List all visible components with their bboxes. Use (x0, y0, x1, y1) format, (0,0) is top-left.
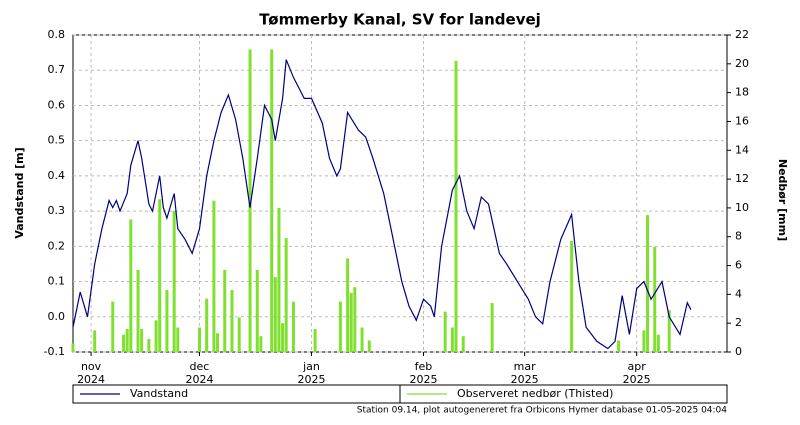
precip-bar (273, 277, 277, 352)
legend-label: Observeret nedbør (Thisted) (457, 387, 613, 400)
precip-bar (230, 290, 234, 352)
precip-bar (158, 199, 162, 352)
precip-bar (646, 215, 650, 352)
precip-bar (454, 60, 458, 352)
precip-bar (653, 246, 657, 352)
water-level-line (72, 59, 692, 350)
y2-tick-label: 10 (735, 201, 749, 214)
y-tick-label: -0.1 (44, 345, 65, 358)
precip-bar (93, 330, 97, 352)
precip-bar (212, 200, 216, 352)
precip-bar (284, 238, 288, 352)
plot-area (72, 34, 728, 353)
precip-bar (291, 301, 295, 352)
precip-bar (443, 311, 447, 352)
precip-bar (165, 290, 169, 352)
footer: Station 09.14, plot autogenereret fra Or… (357, 406, 728, 416)
y-tick-label: 0.7 (48, 63, 66, 76)
y-tick-label: 0.0 (48, 310, 66, 323)
precip-bar (656, 334, 660, 352)
precip-bar (237, 317, 241, 352)
y2-tick-label: 6 (735, 259, 742, 272)
precip-bar (205, 298, 209, 352)
y2-tick-label: 22 (735, 28, 749, 41)
x-tick-label: feb 2025 (409, 360, 438, 386)
x-tick-label: apr 2025 (622, 360, 651, 386)
y-axis-label: Vandstand [m] (13, 147, 26, 238)
precip-bar (346, 258, 350, 352)
y2-tick-label: 20 (735, 57, 749, 70)
precip-bar (248, 49, 252, 353)
precip-bar (255, 269, 259, 352)
precip-bar (140, 328, 144, 352)
precip-bar (71, 343, 75, 352)
x-tick-label: nov 2024 (77, 360, 106, 386)
precip-bar (367, 340, 371, 352)
precip-bar (570, 241, 574, 352)
y-tick-label: 0.6 (48, 98, 66, 111)
precip-bar (277, 207, 281, 352)
precip-bar (122, 334, 126, 352)
y-tick-label: 0.5 (48, 134, 66, 147)
precip-bar (154, 320, 158, 352)
precip-bar (172, 210, 176, 352)
precip-bar (349, 292, 353, 352)
precip-bar (216, 333, 220, 352)
precip-bar (450, 327, 454, 352)
precip-bar (490, 303, 494, 352)
y-tick-label: 0.3 (48, 204, 66, 217)
y2-tick-label: 2 (735, 316, 742, 329)
y2-tick-label: 18 (735, 86, 749, 99)
precip-bar (125, 328, 129, 352)
y-tick-label: 0.1 (48, 275, 66, 288)
precip-bar (461, 336, 465, 352)
y2-tick-label: 16 (735, 114, 749, 127)
precip-bar (313, 328, 317, 352)
precip-bar (338, 301, 342, 352)
precip-bar (136, 269, 140, 352)
y-tick-label: 0.2 (48, 239, 66, 252)
precip-bar (617, 340, 621, 352)
y-tick-label: 0.8 (48, 28, 66, 41)
precip-bar (281, 323, 285, 352)
precip-bar (111, 301, 115, 352)
precip-bar (642, 330, 646, 352)
precip-bar (197, 327, 201, 352)
y2-tick-label: 4 (735, 287, 742, 300)
precip-bar (176, 327, 180, 352)
precip-bar (667, 310, 671, 352)
precip-bar (360, 327, 364, 352)
legend-label: Vandstand (130, 387, 188, 400)
precip-bar (353, 287, 357, 352)
y2-tick-label: 0 (735, 345, 742, 358)
x-tick-label: mar 2025 (510, 360, 539, 386)
y2-tick-label: 12 (735, 172, 749, 185)
chart-title: Tømmerby Kanal, SV for landevej (259, 11, 541, 29)
precip-bar (259, 336, 263, 352)
y2-tick-label: 14 (735, 143, 749, 156)
y2-tick-label: 8 (735, 230, 742, 243)
x-tick-label: dec 2024 (185, 360, 214, 386)
precip-bar (223, 269, 227, 352)
y-tick-label: 0.4 (48, 169, 66, 182)
precip-bar (129, 219, 133, 352)
precip-bar (270, 49, 274, 353)
precip-bar (147, 339, 151, 352)
x-tick-label: jan 2025 (297, 360, 326, 386)
y2-axis-label: Nedbør [mm] (776, 159, 789, 241)
